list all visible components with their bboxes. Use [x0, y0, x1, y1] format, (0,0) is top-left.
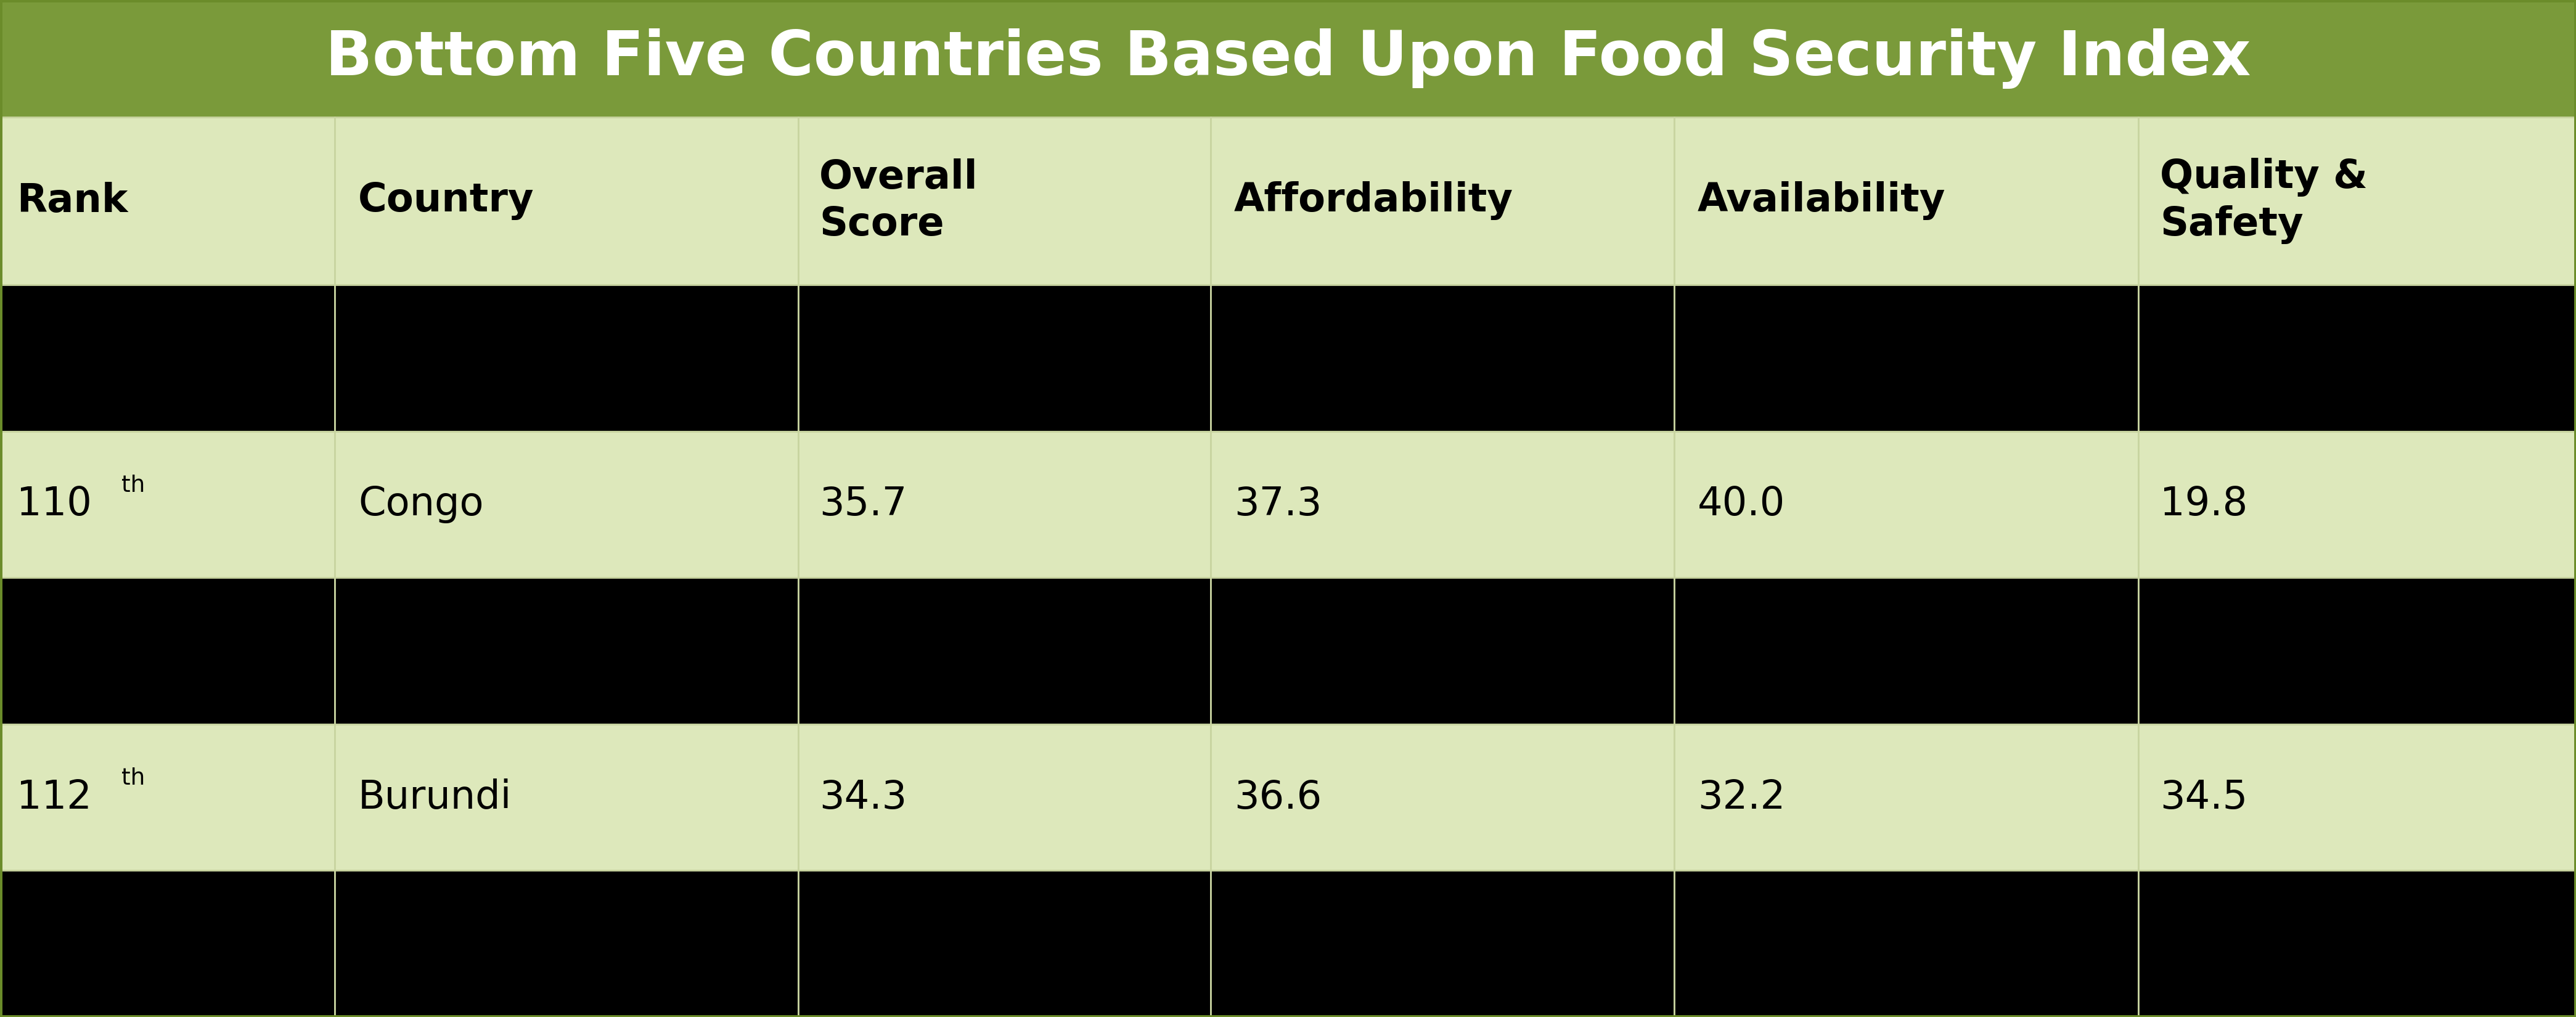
Bar — [2138, 724, 2576, 871]
Bar — [335, 431, 799, 578]
Bar — [335, 871, 799, 1017]
Bar — [0, 578, 335, 724]
Text: th: th — [121, 767, 144, 789]
Bar — [1674, 871, 2138, 1017]
Bar — [1674, 285, 2138, 431]
Bar — [1211, 285, 1674, 431]
Text: th: th — [121, 913, 144, 936]
Text: 33.1: 33.1 — [819, 924, 907, 963]
Text: 28.9: 28.9 — [2159, 339, 2249, 377]
Text: Sierra Leone: Sierra Leone — [358, 924, 605, 963]
Text: 32.2: 32.2 — [1698, 778, 1785, 817]
Text: 34.9: 34.9 — [819, 632, 907, 670]
Text: 36.9: 36.9 — [1698, 924, 1785, 963]
Text: 37.3: 37.3 — [1234, 485, 1321, 524]
Bar — [0, 0, 2576, 117]
Text: 37.1: 37.1 — [1234, 924, 1321, 963]
Bar — [1674, 431, 2138, 578]
Bar — [1674, 724, 2138, 871]
Text: 41.4: 41.4 — [1698, 632, 1785, 670]
Bar — [799, 285, 1211, 431]
Text: 110: 110 — [18, 485, 93, 524]
Text: 35.9: 35.9 — [819, 339, 907, 377]
Text: Affordability: Affordability — [1234, 181, 1512, 221]
Bar — [2138, 431, 2576, 578]
Text: 112: 112 — [18, 778, 93, 817]
Text: 40.0: 40.0 — [1698, 485, 1785, 524]
Text: th: th — [121, 620, 144, 643]
Text: 34.5: 34.5 — [2159, 778, 2249, 817]
Text: 27.4: 27.4 — [2159, 632, 2249, 670]
Text: 109: 109 — [18, 339, 93, 377]
Bar — [1211, 117, 1674, 285]
Bar — [0, 724, 335, 871]
Text: 111: 111 — [18, 632, 93, 670]
Text: Congo: Congo — [358, 485, 484, 524]
Bar — [799, 871, 1211, 1017]
Bar — [0, 871, 335, 1017]
Bar — [1211, 871, 1674, 1017]
Bar — [335, 724, 799, 871]
Text: 30.4: 30.4 — [1234, 339, 1321, 377]
Bar — [799, 431, 1211, 578]
Text: Quality &
Safety: Quality & Safety — [2159, 158, 2367, 244]
Bar — [2138, 117, 2576, 285]
Text: 113: 113 — [18, 924, 93, 963]
Text: 35.7: 35.7 — [819, 485, 907, 524]
Text: Burundi: Burundi — [358, 778, 513, 817]
Bar — [2138, 871, 2576, 1017]
Bar — [335, 117, 799, 285]
Text: Chad: Chad — [358, 339, 459, 377]
Text: 36.6: 36.6 — [1234, 778, 1321, 817]
Text: 19.8: 19.8 — [2159, 485, 2249, 524]
Bar — [1211, 578, 1674, 724]
Bar — [799, 724, 1211, 871]
Text: Bottom Five Countries Based Upon Food Security Index: Bottom Five Countries Based Upon Food Se… — [325, 28, 2251, 88]
Bar — [1211, 724, 1674, 871]
Text: Overall
Score: Overall Score — [819, 158, 979, 244]
Text: Availability: Availability — [1698, 181, 1945, 221]
Bar — [0, 285, 335, 431]
Text: Rank: Rank — [18, 182, 129, 220]
Bar — [0, 431, 335, 578]
Text: 19.4: 19.4 — [2159, 924, 2249, 963]
Text: 34.3: 34.3 — [819, 778, 907, 817]
Bar — [2138, 578, 2576, 724]
Bar — [1674, 117, 2138, 285]
Bar — [1211, 431, 1674, 578]
Bar — [799, 117, 1211, 285]
Bar — [335, 285, 799, 431]
Text: Country: Country — [358, 182, 533, 220]
Bar — [1674, 578, 2138, 724]
Text: th: th — [121, 474, 144, 496]
Text: Madagascar: Madagascar — [358, 632, 598, 670]
Text: th: th — [121, 327, 144, 350]
Bar — [335, 578, 799, 724]
Bar — [2138, 285, 2576, 431]
Text: 32.2: 32.2 — [1234, 632, 1321, 670]
Bar — [0, 117, 335, 285]
Bar — [799, 578, 1211, 724]
Text: 44.2: 44.2 — [1698, 339, 1785, 377]
